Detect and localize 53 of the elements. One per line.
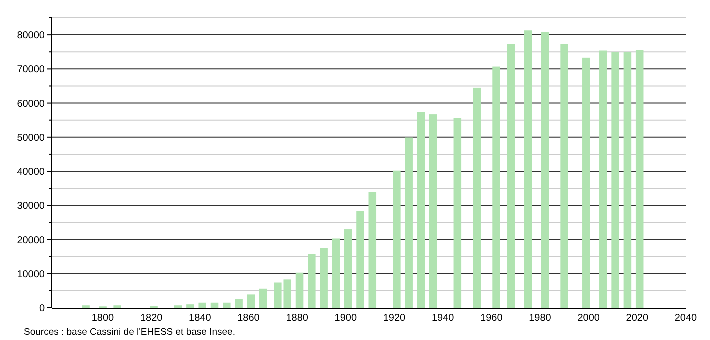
x-tick-label: 1840 (189, 313, 212, 324)
bar (405, 138, 413, 308)
y-tick-label: 70000 (17, 64, 46, 76)
y-tick-label: 10000 (17, 269, 46, 280)
bar (393, 170, 401, 308)
x-tick-label: 1940 (432, 313, 455, 324)
bar (320, 248, 328, 308)
y-tick-label: 80000 (17, 30, 46, 42)
y-tick-label: 20000 (17, 235, 46, 246)
bar (582, 58, 590, 308)
bar (507, 44, 515, 308)
bar (332, 238, 340, 308)
bar (473, 88, 481, 308)
x-tick-label: 1860 (238, 313, 260, 324)
y-tick-label: 50000 (17, 132, 46, 144)
bar (344, 230, 352, 308)
bar (492, 66, 500, 308)
x-tick-label: 1900 (334, 313, 358, 324)
bar (308, 254, 316, 308)
x-tick-label: 1980 (529, 313, 552, 324)
bar (541, 32, 549, 308)
bar (368, 192, 377, 308)
bar (296, 272, 304, 308)
y-tick-label: 30000 (17, 201, 46, 212)
bar (186, 304, 194, 308)
x-tick-label: 2020 (626, 313, 649, 324)
bar (247, 294, 256, 308)
bar (612, 52, 620, 308)
x-tick-label: 1820 (140, 313, 164, 324)
bar (524, 30, 532, 308)
x-tick-label: 1920 (383, 313, 406, 324)
y-tick-label: 40000 (17, 167, 46, 178)
x-tick-label: 1880 (286, 313, 309, 324)
x-tick-label: 2040 (674, 313, 698, 324)
bar (454, 118, 462, 308)
bar (210, 302, 219, 308)
bar (235, 299, 243, 308)
x-tick-label: 2000 (578, 313, 600, 324)
bar (356, 211, 364, 308)
x-tick-label: 1800 (92, 313, 115, 324)
bar (636, 50, 644, 308)
bar (560, 44, 568, 308)
bar (223, 302, 231, 308)
bar (600, 50, 608, 308)
bar (429, 114, 438, 308)
source-note: Sources : base Cassini de l'EHESS et base Insee. (24, 327, 236, 338)
x-tick-label: 1960 (480, 313, 504, 324)
bar (417, 112, 426, 308)
bar (259, 288, 268, 308)
y-tick-label: 0 (39, 304, 46, 314)
y-tick-label: 60000 (17, 98, 46, 110)
bar (198, 302, 206, 308)
bar (624, 52, 632, 308)
